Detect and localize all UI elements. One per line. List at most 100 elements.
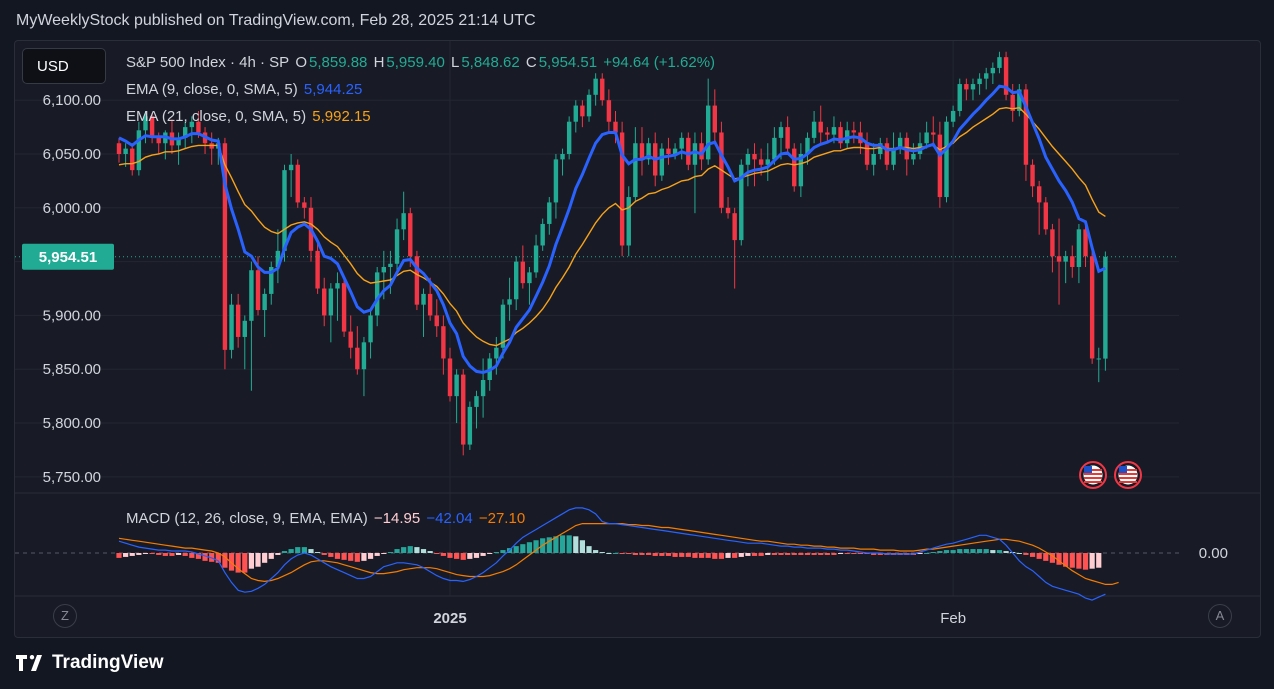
macd-histogram-bar (725, 553, 731, 558)
macd-histogram-bar (381, 553, 387, 554)
candle-up (633, 143, 638, 198)
tradingview-logo[interactable]: TradingView (16, 652, 164, 674)
macd-histogram-bar (394, 549, 400, 553)
last-price-label: 5,954.51 (39, 249, 97, 266)
macd-histogram-bar (758, 553, 764, 556)
price-axis-label: 6,100.00 (43, 92, 101, 109)
macd-histogram-bar (970, 549, 976, 553)
change-value: +94.64 (+1.62%) (603, 54, 716, 71)
candle-up (229, 304, 234, 350)
flag-stripe (1084, 481, 1102, 483)
candle-down (441, 326, 446, 359)
candle-down (725, 207, 731, 214)
macd-histogram-bar (1049, 553, 1056, 563)
candle-up (262, 293, 267, 311)
macd-histogram-bar (500, 550, 506, 553)
candle-up (176, 137, 181, 146)
candle-up (507, 299, 512, 305)
symbol-legend[interactable]: S&P 500 Index · 4h · SP O 5,859.88 H 5,959… (126, 54, 717, 71)
candle-up (970, 84, 976, 90)
candle-up (646, 143, 651, 160)
macd-histogram-bar (599, 552, 605, 554)
macd-histogram-bar (156, 553, 162, 555)
candle-up (805, 137, 810, 154)
candle-down (785, 127, 790, 149)
candle-up (560, 154, 565, 160)
candle-up (831, 127, 837, 135)
candle-down (1010, 94, 1015, 111)
macd-histogram-bar (751, 553, 758, 556)
macd-histogram-bar (189, 553, 195, 558)
candle-down (1036, 186, 1042, 203)
time-axis-label: 2025 (433, 610, 466, 627)
candle-down (712, 105, 717, 133)
candle-up (381, 267, 386, 273)
candle-down (322, 288, 327, 316)
candle-down (818, 121, 823, 133)
candle-down (732, 213, 737, 241)
candle-up (500, 304, 506, 348)
candle-up (1103, 256, 1108, 359)
macd-histogram-bar (162, 553, 168, 556)
macd-histogram-bar (513, 546, 519, 553)
macd-histogram-bar (308, 549, 314, 553)
candle-down (699, 143, 704, 160)
candle-up (924, 132, 929, 144)
candle-up (401, 213, 406, 230)
candle-up (143, 116, 148, 131)
macd-line (118, 507, 1106, 601)
macd-histogram-bar (493, 552, 499, 554)
candle-down (619, 132, 625, 246)
candle-down (1030, 164, 1035, 187)
chart-panel[interactable]: 6,100.006,050.006,000.005,950.005,900.00… (14, 40, 1261, 638)
macd-histogram-bar (142, 553, 149, 554)
price-axis-label: 6,050.00 (43, 146, 101, 163)
candle-up (282, 170, 287, 251)
candle-up (361, 342, 367, 370)
candle-down (295, 164, 300, 203)
price-axis-label: 5,850.00 (43, 361, 101, 378)
macd-histogram-bar (738, 553, 744, 557)
macd-histogram-bar (195, 553, 202, 559)
candle-up (1096, 358, 1101, 360)
macd-histogram-bar (1043, 553, 1049, 561)
macd-histogram-bar (593, 550, 599, 553)
candle-down (1089, 256, 1095, 359)
macd-histogram-bar (566, 535, 572, 553)
macd-histogram-bar (586, 546, 592, 553)
candle-up (421, 293, 426, 305)
candle-up (997, 57, 1002, 68)
price-axis-label: 5,900.00 (43, 307, 101, 324)
macd-histogram-bar (281, 551, 288, 553)
candle-down (348, 331, 353, 348)
macd-histogram-bar (460, 553, 466, 560)
macd-histogram-bar (348, 553, 354, 561)
candle-down (600, 78, 605, 101)
price-chart[interactable]: 6,100.006,050.006,000.005,950.005,900.00… (15, 41, 1260, 637)
macd-histogram-bar (301, 547, 307, 553)
candle-up (692, 143, 698, 165)
ema9-legend[interactable]: EMA (9, close, 0, SMA, 5) 5,944.25 (126, 81, 364, 98)
candle-down (355, 347, 360, 370)
macd-histogram-bar (930, 552, 936, 554)
price-axis-label: 5,800.00 (43, 415, 101, 432)
auto-scale-button[interactable]: A (1208, 604, 1232, 628)
candle-up (672, 148, 678, 154)
macd-histogram-bar (811, 553, 817, 555)
macd-legend[interactable]: MACD (12, 26, close, 9, EMA, EMA) −14.95… (126, 510, 527, 527)
candle-down (864, 143, 870, 165)
macd-histogram-bar (248, 553, 254, 569)
macd-histogram-bar (1029, 553, 1036, 557)
macd-histogram-bar (785, 553, 791, 555)
macd-histogram-bar (520, 544, 526, 553)
price-axis-label: 5,750.00 (43, 469, 101, 486)
zoom-button[interactable]: Z (53, 604, 77, 628)
macd-histogram-bar (1063, 553, 1069, 567)
ema21-legend[interactable]: EMA (21, close, 0, SMA, 5) 5,992.15 (126, 108, 373, 125)
macd-histogram-bar (950, 550, 956, 553)
macd-histogram-bar (136, 553, 142, 555)
flag-stripe (1084, 477, 1102, 479)
currency-button[interactable]: USD (22, 48, 106, 84)
candle-up (480, 380, 486, 397)
candle-up (374, 272, 380, 316)
